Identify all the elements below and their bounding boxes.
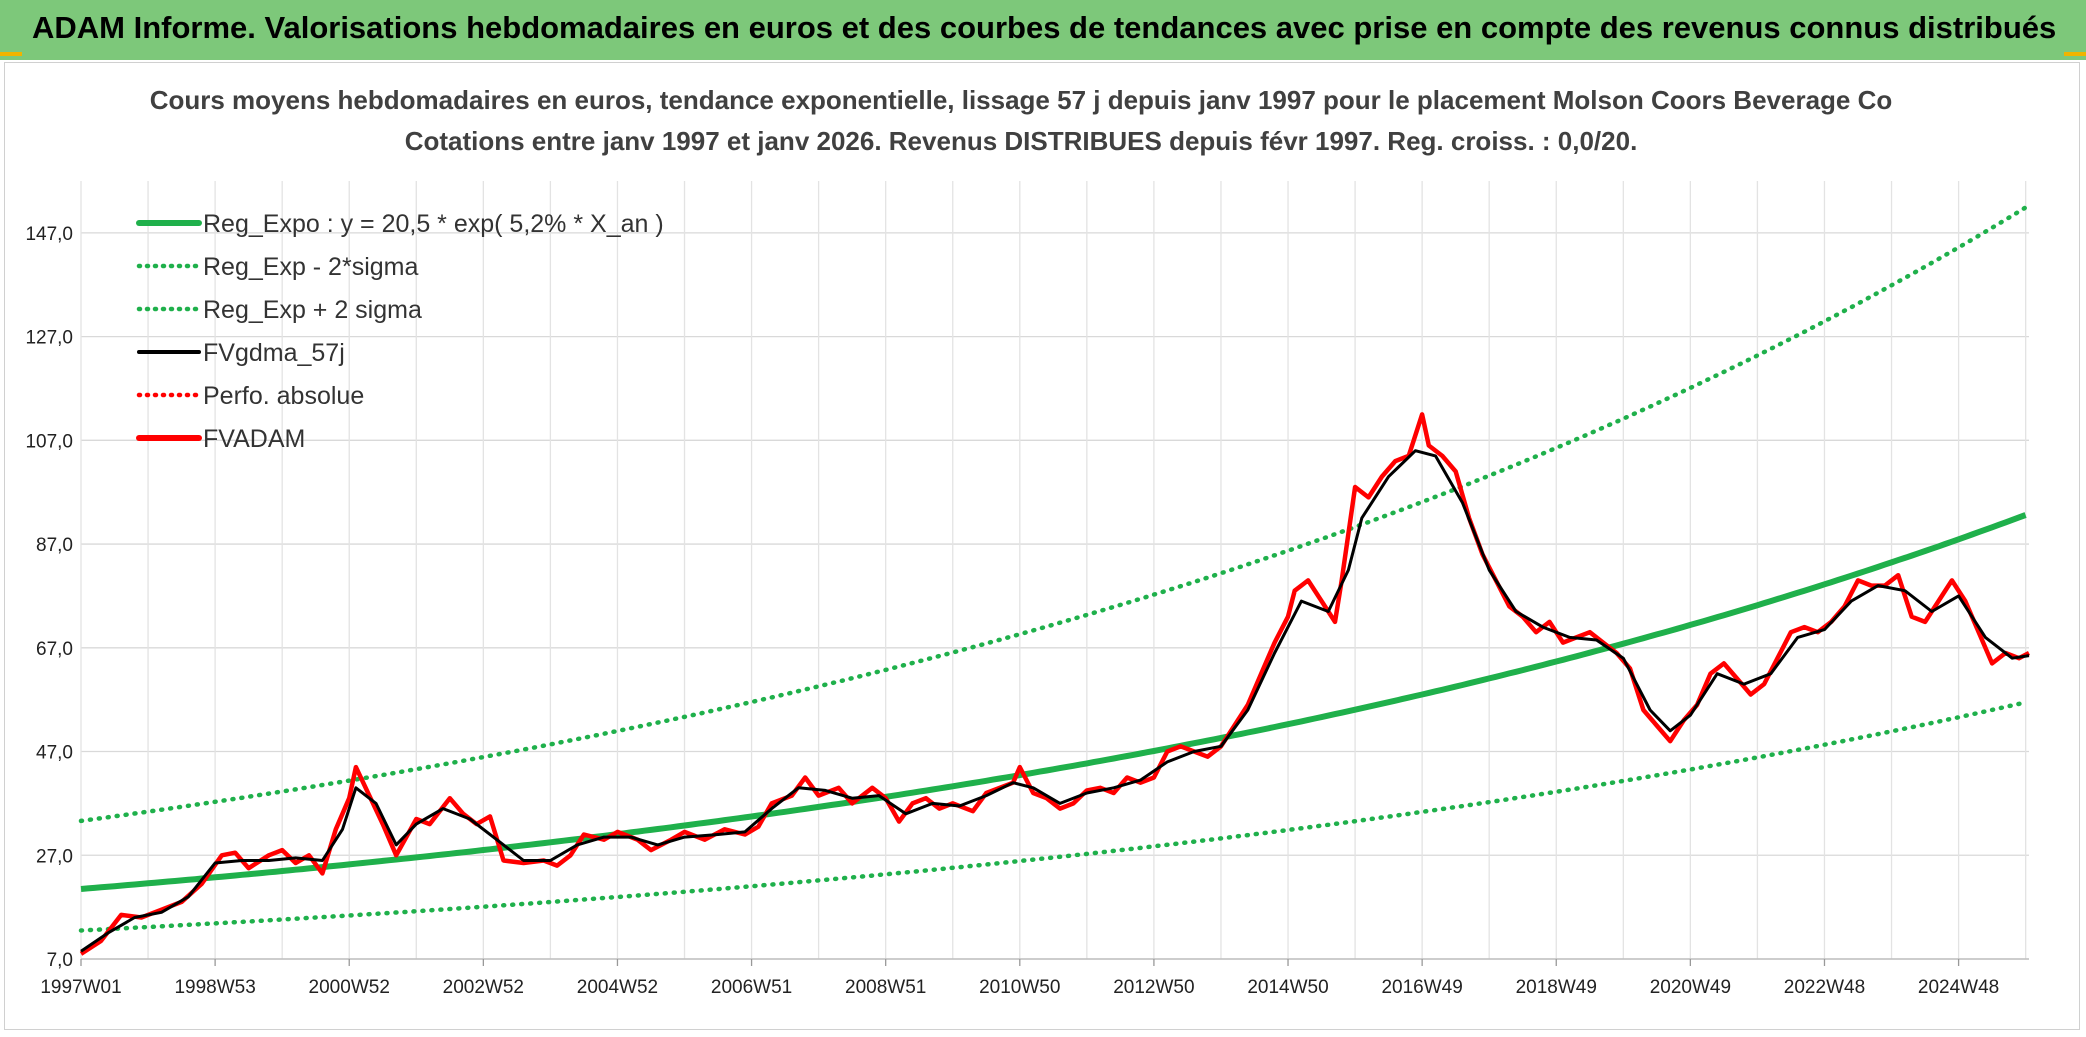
legend-label: FVADAM [203, 425, 305, 453]
header-banner: ADAM Informe. Valorisations hebdomadaire… [0, 0, 2086, 60]
y-tick-label: 67,0 [36, 639, 73, 660]
x-tick-label: 2018W49 [1516, 977, 1597, 998]
chart-area: Cours moyens hebdomadaires en euros, ten… [4, 62, 2080, 1030]
reg-expo-line [80, 512, 2027, 892]
corner-mark-right [2064, 52, 2086, 56]
y-tick-label: 107,0 [25, 431, 73, 452]
y-tick-label: 47,0 [36, 743, 73, 764]
reg-plus-2sigma-line [78, 205, 2028, 824]
y-tick-label: 7,0 [47, 950, 73, 971]
y-tick-label: 127,0 [25, 328, 73, 349]
fvgdma-57j-series-line [80, 449, 2030, 953]
x-tick-label: 2010W50 [979, 977, 1060, 998]
legend: Reg_Expo : y = 20,5 * exp( 5,2% * X_an )… [136, 210, 664, 453]
x-axis-ticks: 1997W01 1998W53 2000W52 2002W52 2004W52 2006W… [40, 959, 1999, 998]
x-tick-label: 2006W51 [711, 977, 792, 998]
x-tick-label: 2008W51 [845, 977, 926, 998]
x-tick-label: 2004W52 [577, 977, 658, 998]
x-tick-label: 2002W52 [443, 977, 524, 998]
fvadam-series-line [79, 412, 2031, 956]
chart-title-line-1: Cours moyens hebdomadaires en euros, ten… [150, 85, 1893, 115]
page-title: ADAM Informe. Valorisations hebdomadaire… [32, 10, 2057, 45]
y-tick-label: 87,0 [36, 535, 73, 556]
legend-label: Reg_Exp - 2*sigma [203, 253, 418, 281]
legend-label: Perfo. absolue [203, 382, 364, 410]
y-tick-label: 27,0 [36, 846, 73, 867]
corner-mark-left [0, 52, 22, 56]
x-tick-label: 2024W48 [1918, 977, 1999, 998]
series-lines [78, 205, 2031, 956]
x-tick-label: 1998W53 [174, 977, 255, 998]
y-tick-label: 147,0 [25, 224, 73, 245]
line-chart: Cours moyens hebdomadaires en euros, ten… [25, 85, 2031, 998]
x-tick-label: 2000W52 [309, 977, 390, 998]
x-tick-label: 2014W50 [1247, 977, 1328, 998]
chart-title-line-2: Cotations entre janv 1997 et janv 2026. … [405, 126, 1638, 156]
x-tick-label: 2016W49 [1381, 977, 1462, 998]
legend-label: FVgdma_57j [203, 339, 345, 367]
grid-lines [80, 181, 2029, 960]
reg-minus-2sigma-line [78, 700, 2028, 933]
x-tick-label: 2022W48 [1784, 977, 1865, 998]
y-axis-ticks: 7,0 27,0 47,0 67,0 87,0 107,0 127,0 147,0 [25, 224, 73, 971]
x-tick-label: 2020W49 [1650, 977, 1731, 998]
legend-label: Reg_Expo : y = 20,5 * exp( 5,2% * X_an ) [203, 210, 664, 238]
x-tick-label: 2012W50 [1113, 977, 1194, 998]
x-tick-label: 1997W01 [40, 977, 121, 998]
legend-label: Reg_Exp + 2 sigma [203, 296, 422, 324]
